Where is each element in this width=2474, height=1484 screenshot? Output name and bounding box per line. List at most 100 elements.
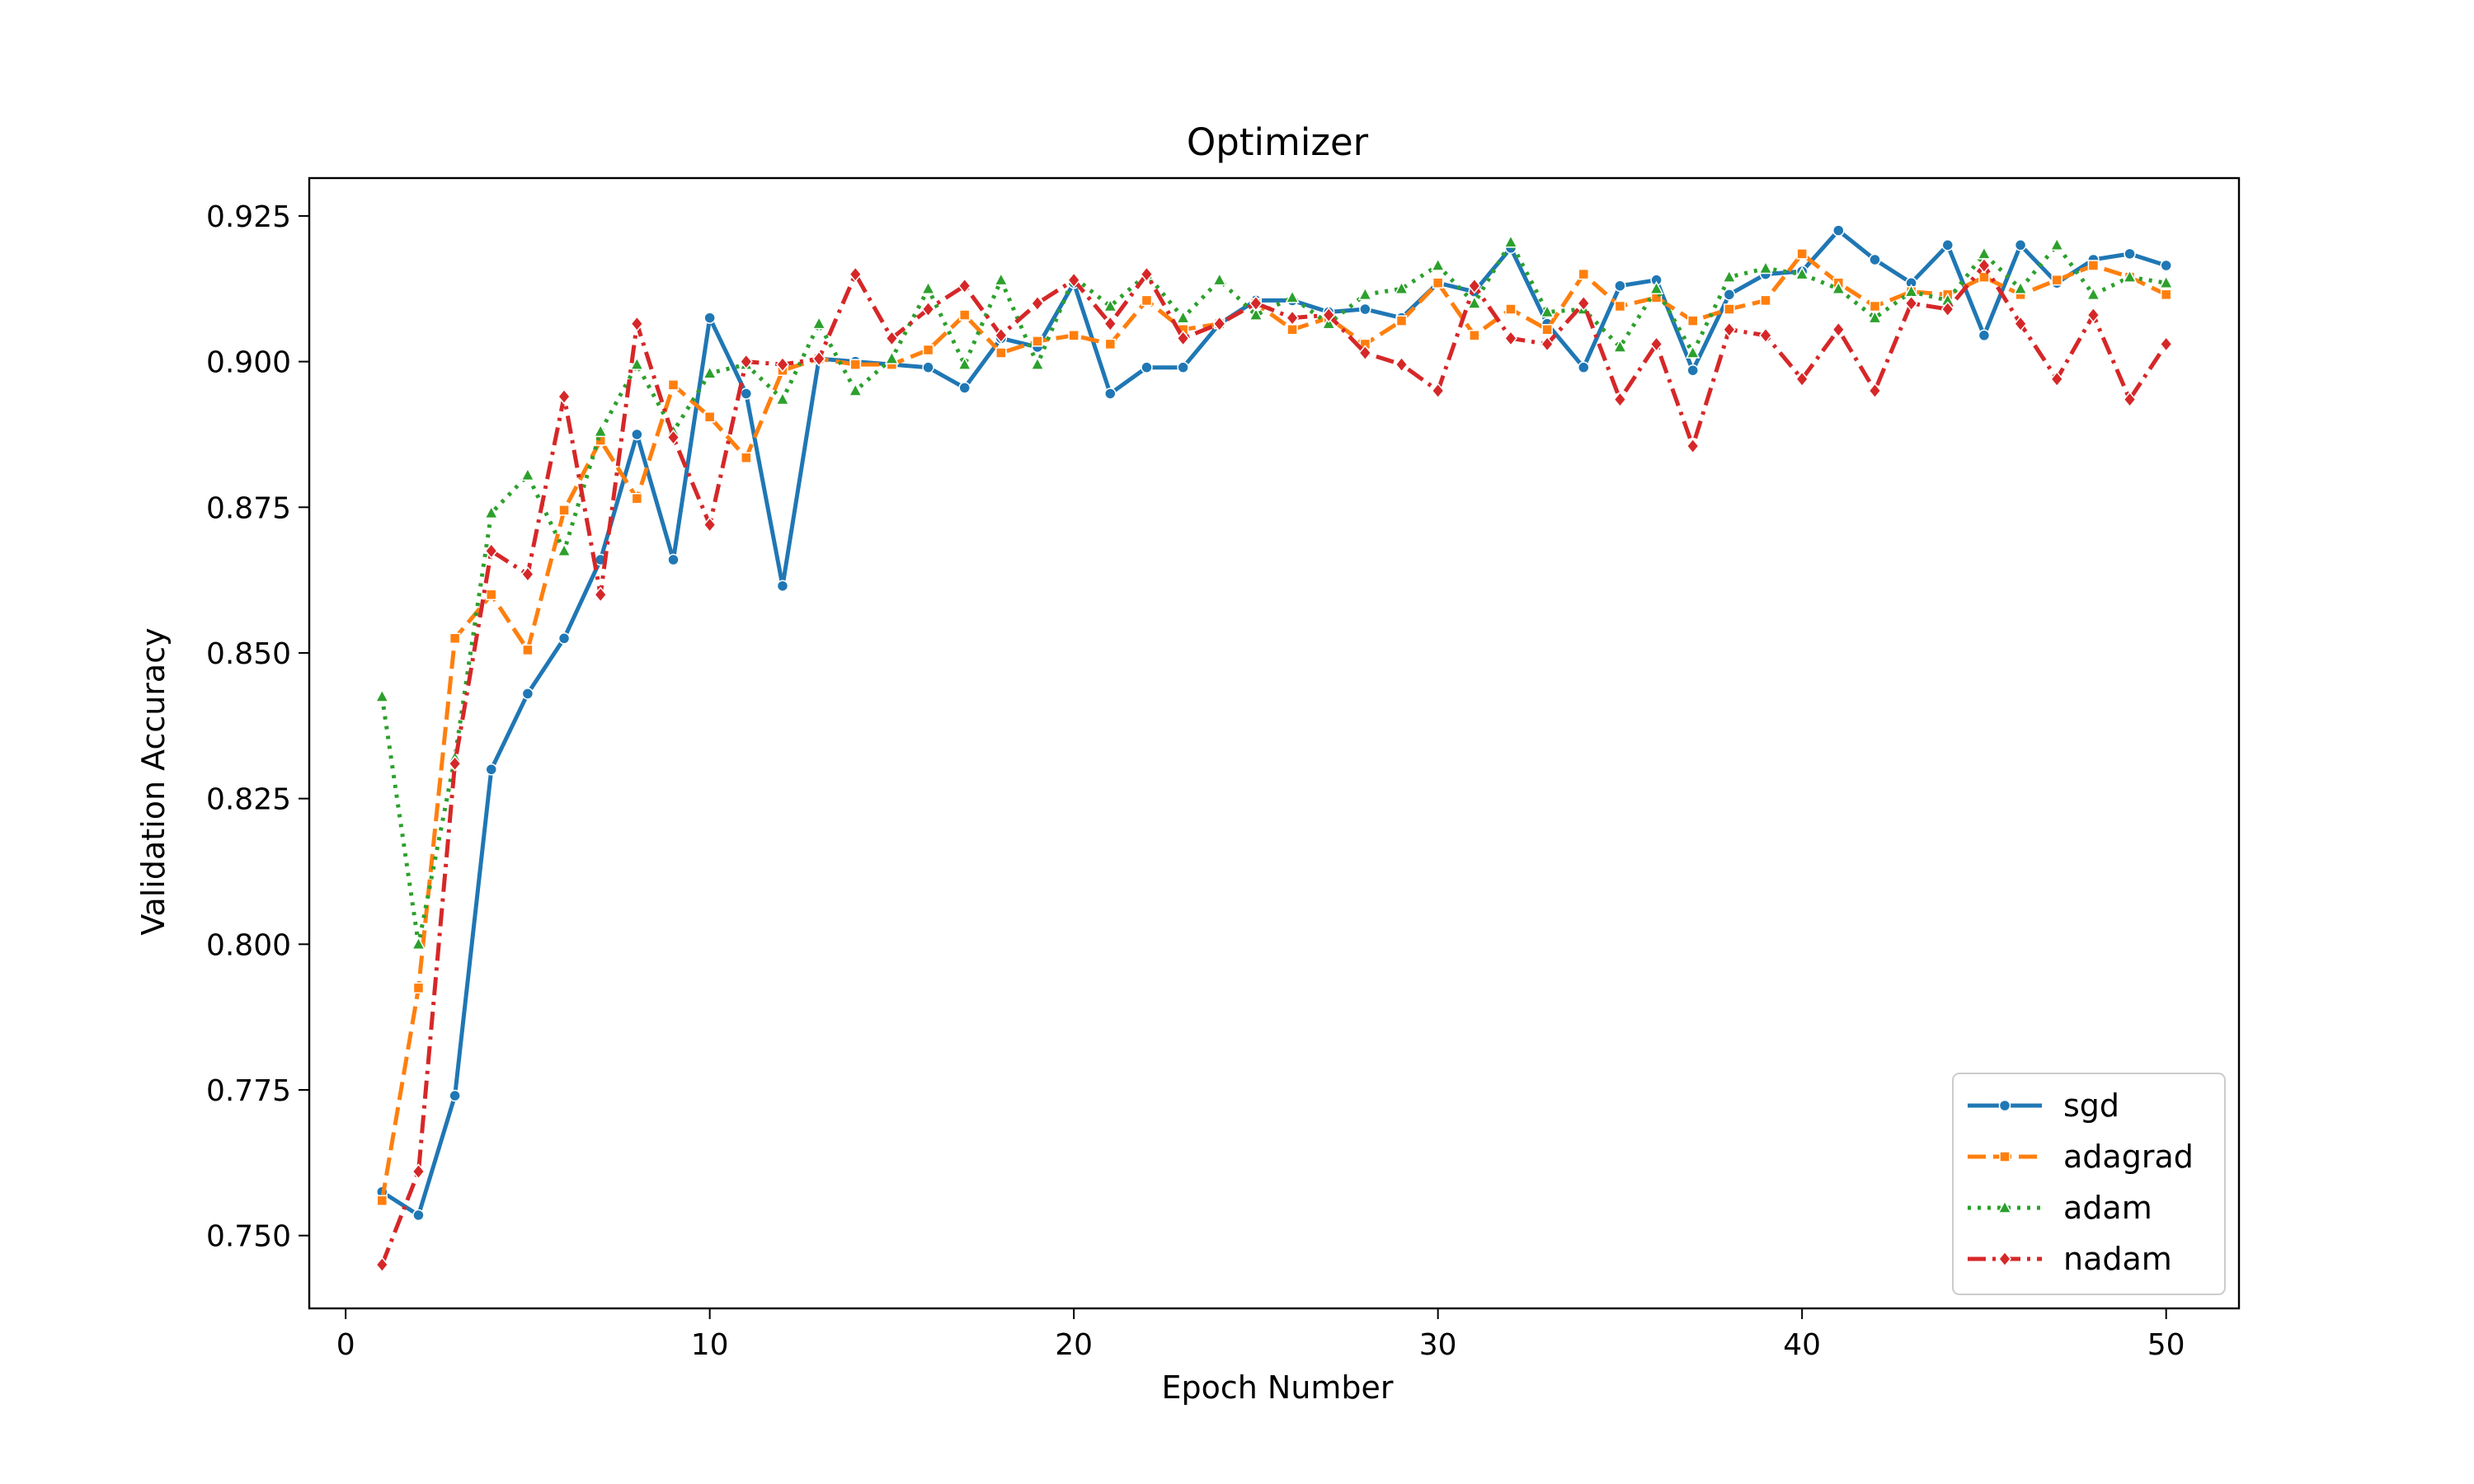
data-point-sgd xyxy=(776,580,789,592)
data-point-nadam xyxy=(1322,307,1336,323)
data-point-sgd xyxy=(1978,329,1991,342)
data-point-adam xyxy=(1103,298,1118,312)
x-tick-label: 50 xyxy=(2147,1328,2185,1362)
data-point-sgd xyxy=(1723,289,1736,301)
data-point-nadam xyxy=(2050,371,2064,387)
data-point-adagrad xyxy=(1541,323,1553,336)
data-point-adam xyxy=(1758,260,1773,275)
data-point-adagrad xyxy=(995,347,1007,359)
data-point-nadam xyxy=(739,353,753,370)
x-tick-label: 20 xyxy=(1055,1328,1093,1362)
data-point-nadam xyxy=(1977,257,1991,274)
legend-marker xyxy=(1997,1200,2012,1214)
data-point-adagrad xyxy=(1869,300,1881,312)
data-point-adam xyxy=(484,505,499,519)
data-point-adam xyxy=(920,280,936,295)
data-point-nadam xyxy=(1759,327,1773,344)
data-point-sgd xyxy=(922,361,934,373)
data-point-sgd xyxy=(2014,239,2027,251)
data-point-adagrad xyxy=(667,379,680,391)
chart-title: Optimizer xyxy=(1187,120,1369,164)
data-point-nadam xyxy=(594,586,608,603)
data-point-nadam xyxy=(849,265,863,283)
data-point-adam xyxy=(1612,339,1628,353)
data-point-adagrad xyxy=(1614,300,1626,312)
data-point-adam xyxy=(1357,286,1373,301)
data-point-adam xyxy=(411,936,426,951)
data-point-nadam xyxy=(484,542,498,559)
legend-label: sgd xyxy=(2063,1087,2119,1124)
legend-marker xyxy=(1998,1099,2011,1112)
data-point-adagrad xyxy=(703,411,716,423)
data-point-nadam xyxy=(2159,336,2173,353)
legend-label: nadam xyxy=(2063,1241,2172,1277)
data-point-adam xyxy=(1867,310,1883,324)
data-point-adagrad xyxy=(1505,303,1517,315)
data-point-nadam xyxy=(703,516,717,533)
y-tick-label: 0.900 xyxy=(206,346,291,380)
data-point-adam xyxy=(1467,295,1482,309)
x-axis: 0 10 20 30 40 50 xyxy=(336,1308,2185,1362)
data-point-adam xyxy=(1649,280,1664,295)
y-tick-label: 0.750 xyxy=(206,1220,291,1254)
data-point-sgd xyxy=(1686,364,1699,377)
data-point-adam xyxy=(811,316,826,330)
data-point-adam xyxy=(1430,257,1446,271)
x-tick-label: 30 xyxy=(1419,1328,1457,1362)
data-point-nadam xyxy=(630,315,644,332)
data-point-nadam xyxy=(1358,345,1372,361)
data-point-sgd xyxy=(2160,259,2172,272)
data-point-sgd xyxy=(958,382,971,394)
legend-item-sgd: sgd xyxy=(1968,1087,2119,1124)
data-point-adam xyxy=(884,350,900,364)
data-point-adagrad xyxy=(2087,260,2100,271)
x-tick-label: 0 xyxy=(336,1328,355,1362)
data-point-adagrad xyxy=(522,644,534,656)
data-point-sgd xyxy=(521,688,534,700)
data-point-adam xyxy=(1831,280,1846,295)
plot-frame xyxy=(308,176,2241,1310)
data-point-nadam xyxy=(557,388,571,405)
data-point-adam xyxy=(775,391,790,406)
data-point-adagrad xyxy=(1068,330,1079,341)
data-point-adam xyxy=(1249,307,1263,321)
data-point-nadam xyxy=(775,356,789,373)
x-tick-label: 40 xyxy=(1783,1328,1821,1362)
data-point-adam xyxy=(520,467,535,481)
data-point-adam xyxy=(557,542,571,557)
data-point-adam xyxy=(1540,303,1554,318)
data-point-nadam xyxy=(1431,383,1445,399)
data-point-sgd xyxy=(449,1089,461,1102)
legend-item-adagrad: adagrad xyxy=(1968,1139,2194,1175)
data-point-sgd xyxy=(1614,279,1626,292)
data-point-nadam xyxy=(957,278,971,294)
data-point-adam xyxy=(374,688,390,702)
data-point-nadam xyxy=(1212,315,1226,332)
series-line-sgd xyxy=(380,228,2167,1218)
data-point-nadam xyxy=(1868,383,1882,399)
data-point-adagrad xyxy=(2051,274,2062,286)
data-point-adagrad xyxy=(1104,338,1117,350)
data-point-sgd xyxy=(1359,303,1371,316)
data-point-adagrad xyxy=(1432,277,1444,289)
data-point-adagrad xyxy=(1760,294,1771,307)
data-point-adam xyxy=(702,365,717,379)
y-axis-label: Validation Accuracy xyxy=(135,627,172,935)
data-point-adagrad xyxy=(631,492,643,505)
data-point-nadam xyxy=(520,566,534,583)
data-point-sgd xyxy=(1177,361,1189,373)
data-point-adam xyxy=(2013,280,2028,295)
data-point-nadam xyxy=(1067,271,1081,289)
data-point-adam xyxy=(2049,237,2064,251)
data-point-adagrad xyxy=(376,1195,388,1207)
data-point-adam xyxy=(2086,286,2101,301)
data-point-adam xyxy=(593,423,608,438)
data-point-nadam xyxy=(812,350,826,367)
legend-marker xyxy=(1999,1151,2011,1162)
data-point-nadam xyxy=(994,327,1008,344)
data-point-sgd xyxy=(1141,361,1153,373)
data-point-adagrad xyxy=(958,309,971,321)
data-point-nadam xyxy=(1686,438,1700,454)
data-point-sgd xyxy=(485,763,498,776)
